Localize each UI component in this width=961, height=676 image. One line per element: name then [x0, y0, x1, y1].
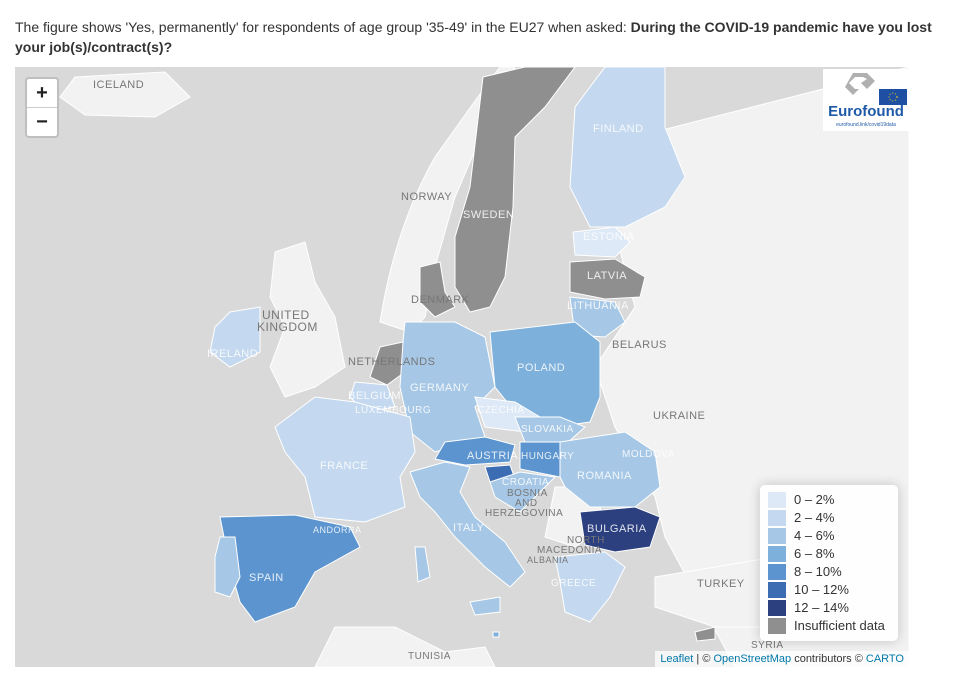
- label-sweden: SWEDEN: [463, 209, 515, 221]
- logo-name: Eurofound: [828, 103, 904, 120]
- label-lithuania: LITHUANIA: [567, 300, 629, 312]
- osm-link[interactable]: OpenStreetMap: [713, 653, 792, 665]
- legend-swatch: [768, 546, 786, 562]
- label-croatia: CROATIA: [502, 477, 550, 488]
- leaflet-link[interactable]: Leaflet: [660, 653, 694, 665]
- label-tunisia: TUNISIA: [408, 651, 451, 662]
- country-malta[interactable]: [492, 631, 500, 638]
- legend-label: Insufficient data: [794, 618, 885, 633]
- label-north-macedonia-line2: MACEDONIA: [537, 545, 603, 556]
- label-poland: POLAND: [517, 362, 566, 374]
- label-ukraine: UKRAINE: [653, 410, 706, 422]
- label-luxembourg: LUXEMBOURG: [355, 405, 432, 416]
- legend-swatch: [768, 564, 786, 580]
- legend-label: 0 – 2%: [794, 492, 835, 507]
- iceland-land: [59, 71, 191, 118]
- attribution-contributors: contributors ©: [791, 653, 866, 665]
- legend-swatch: [768, 492, 786, 508]
- country-finland[interactable]: [569, 67, 686, 228]
- label-andorra: ANDORRA: [313, 525, 362, 535]
- label-belarus: BELARUS: [612, 339, 667, 351]
- country-france[interactable]: [274, 396, 416, 523]
- label-bulgaria: BULGARIA: [587, 523, 647, 535]
- caption-prefix: The figure shows 'Yes, permanently' for …: [15, 19, 631, 35]
- legend-label: 4 – 6%: [794, 528, 835, 543]
- label-spain: SPAIN: [249, 572, 284, 584]
- label-romania: ROMANIA: [577, 470, 632, 482]
- label-france: FRANCE: [320, 460, 369, 472]
- legend-label: 6 – 8%: [794, 546, 835, 561]
- legend-swatch: [768, 510, 786, 526]
- attribution-separator: | ©: [693, 653, 714, 665]
- eurofound-logo-icon: [845, 73, 907, 105]
- country-bulgaria[interactable]: [579, 506, 661, 553]
- label-uk-line2: KINGDOM: [257, 320, 318, 334]
- label-latvia: LATVIA: [587, 270, 628, 282]
- uk-land: [269, 241, 346, 398]
- legend: 0 – 2% 2 – 4% 4 – 6% 6 – 8% 8 – 10% 10 –…: [760, 485, 898, 641]
- map-attribution: Leaflet | © OpenStreetMap contributors ©…: [655, 651, 909, 667]
- country-greece[interactable]: [554, 551, 626, 623]
- label-finland: FINLAND: [593, 123, 644, 135]
- label-netherlands: NETHERLANDS: [348, 356, 436, 368]
- label-estonia: ESTONIA: [583, 231, 635, 243]
- country-slovakia[interactable]: [514, 416, 586, 446]
- zoom-in-button[interactable]: +: [36, 82, 48, 104]
- label-bosnia-line2: AND: [515, 498, 538, 509]
- country-denmark[interactable]: [419, 261, 456, 318]
- legend-swatch: [768, 600, 786, 616]
- country-ireland[interactable]: [209, 306, 261, 368]
- country-austria[interactable]: [434, 436, 516, 466]
- legend-label: 12 – 14%: [794, 600, 849, 615]
- country-netherlands[interactable]: [369, 341, 406, 386]
- label-greece: GREECE: [551, 578, 597, 589]
- label-bosnia-line1: BOSNIA: [507, 488, 548, 499]
- label-belgium: BELGIUM: [348, 390, 402, 402]
- figure-caption: The figure shows 'Yes, permanently' for …: [15, 17, 935, 57]
- label-albania: ALBANIA: [527, 555, 569, 565]
- label-italy: ITALY: [453, 522, 485, 534]
- label-germany: GERMANY: [410, 382, 470, 394]
- logo-url: eurofound.link/covid19data: [836, 122, 896, 128]
- country-italy[interactable]: [409, 461, 526, 588]
- label-iceland: ICELAND: [93, 79, 145, 91]
- label-uk-line1: UNITED: [262, 308, 310, 322]
- label-ireland: IRELAND: [207, 348, 259, 360]
- label-moldova: MOLDOVA: [622, 449, 675, 460]
- legend-swatch: [768, 528, 786, 544]
- country-estonia[interactable]: [572, 226, 631, 258]
- country-latvia[interactable]: [569, 258, 646, 300]
- legend-label: 10 – 12%: [794, 582, 849, 597]
- carto-link[interactable]: CARTO: [865, 653, 904, 665]
- label-czechia: CZECHIA: [477, 405, 525, 416]
- country-sicily[interactable]: [469, 596, 501, 616]
- north-africa-land: [314, 626, 496, 667]
- map[interactable]: ICELAND FINLAND NORWAY SWEDEN ESTONIA LA…: [15, 67, 909, 667]
- zoom-out-button[interactable]: −: [27, 107, 57, 136]
- country-croatia[interactable]: [489, 471, 557, 513]
- legend-label: 8 – 10%: [794, 564, 842, 579]
- country-cyprus[interactable]: [694, 626, 716, 642]
- label-slovakia: SLOVAKIA: [521, 424, 574, 435]
- zoom-control: + −: [25, 77, 59, 138]
- legend-swatch: [768, 618, 786, 634]
- legend-label: 2 – 4%: [794, 510, 835, 525]
- country-sardinia[interactable]: [414, 546, 431, 583]
- label-norway: NORWAY: [401, 191, 453, 203]
- country-poland[interactable]: [489, 321, 601, 428]
- caption-question: During the COVID-19 pandemic have you lo…: [15, 19, 932, 55]
- label-turkey: TURKEY: [697, 578, 745, 590]
- label-syria: SYRIA: [751, 640, 784, 651]
- legend-swatch: [768, 582, 786, 598]
- eu-countries: [209, 67, 716, 642]
- label-austria: AUSTRIA: [467, 450, 519, 462]
- label-north-macedonia-line1: NORTH: [567, 535, 605, 546]
- label-hungary: HUNGARY: [521, 451, 575, 462]
- label-bosnia-line3: HERZEGOVINA: [485, 508, 564, 519]
- country-portugal[interactable]: [214, 536, 241, 598]
- eurofound-logo[interactable]: Eurofound eurofound.link/covid19data: [823, 69, 909, 131]
- country-sweden[interactable]: [454, 67, 576, 313]
- label-denmark: DENMARK: [411, 294, 470, 306]
